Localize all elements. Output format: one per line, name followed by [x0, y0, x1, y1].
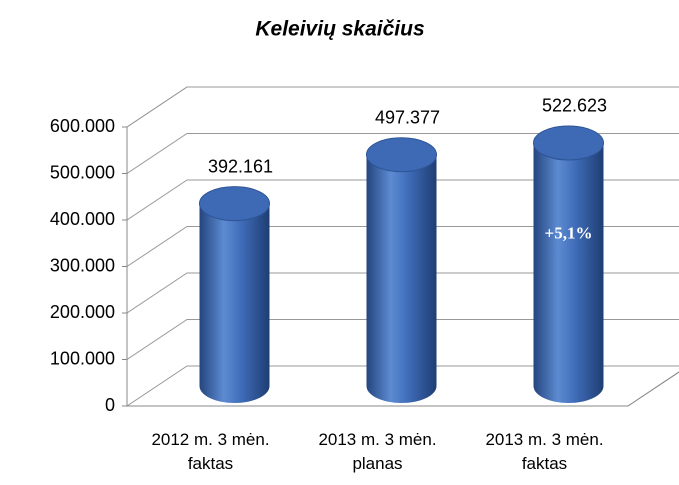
y-tick-label: 300.000	[50, 255, 115, 275]
y-tick-label: 0	[105, 395, 115, 415]
y-tick-label: 500.000	[50, 162, 115, 182]
cylinder-body	[533, 142, 604, 404]
grid-line	[126, 365, 679, 407]
y-tick-label: 400.000	[50, 209, 115, 229]
x-tick-label: 2013 m. 3 mėn. faktas	[485, 430, 604, 473]
value-label: 392.161	[208, 156, 273, 176]
cylinder	[533, 125, 604, 404]
y-tick-label: 600.000	[50, 116, 115, 136]
cylinder-top	[366, 137, 437, 173]
cylinder-top	[199, 186, 270, 222]
x-tick-label: 2012 m. 3 mėn. faktas	[151, 430, 270, 473]
floor-right	[627, 371, 679, 407]
cylinder-body	[199, 203, 270, 403]
y-tick-label: 100.000	[50, 348, 115, 368]
x-tick-label: 2013 m. 3 mėn. planas	[318, 430, 437, 473]
grid-line	[126, 179, 679, 221]
value-label: 497.377	[375, 107, 440, 127]
cylinder-body	[366, 154, 437, 403]
grid-line	[126, 133, 679, 174]
cylinder	[366, 137, 437, 403]
grid-line	[126, 272, 679, 314]
grid-line	[126, 226, 679, 267]
grid-line	[126, 86, 679, 128]
y-tick-label: 200.000	[50, 302, 115, 322]
value-label: 522.623	[542, 96, 607, 116]
annotation: +5,1%	[545, 223, 593, 242]
cylinder-top	[533, 125, 604, 161]
chart-title: Keleivių skaičius	[255, 18, 424, 41]
cylinder	[199, 186, 270, 403]
grid-line	[126, 319, 679, 360]
